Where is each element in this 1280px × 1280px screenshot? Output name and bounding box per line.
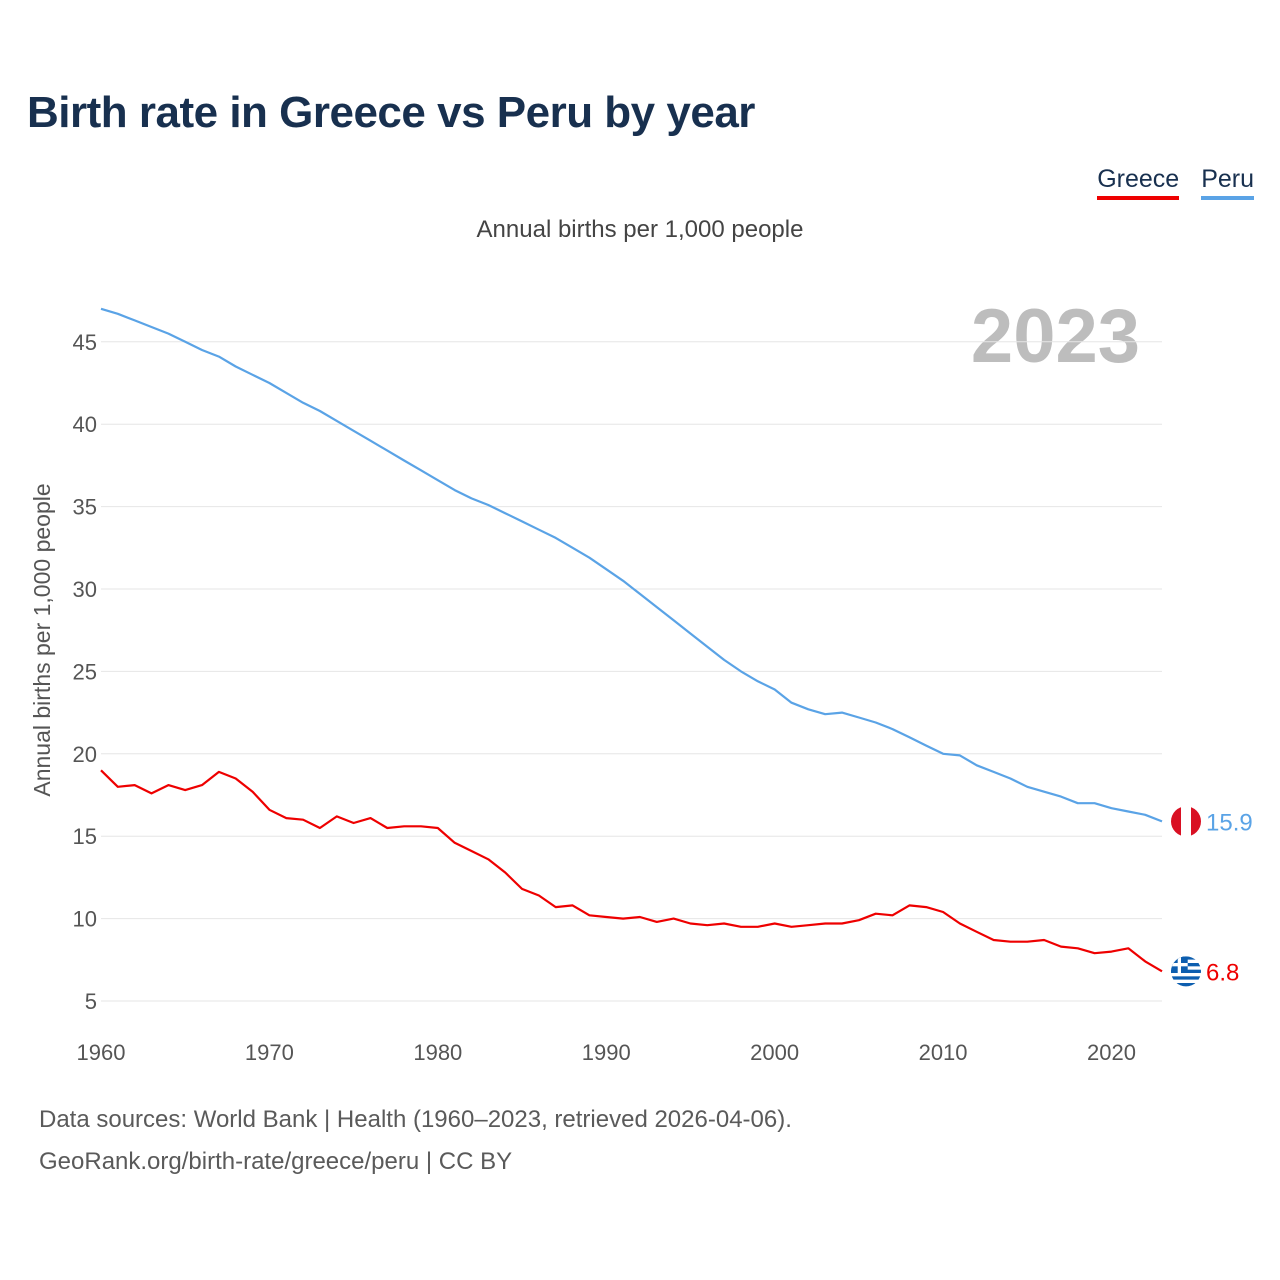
legend: Greece Peru [1097,165,1254,200]
y-tick-label: 25 [73,659,97,684]
line-chart: 2023 5 10 15 20 25 30 35 40 45 1960 1970 1980 1990 200… [29,294,1253,1065]
x-tick-label: 1990 [582,1040,631,1065]
source-link[interactable]: GeoRank.org/birth-rate/greece/peru | CC … [39,1148,513,1175]
end-label-greece: 6.8 [1206,959,1239,986]
x-tick-label: 1980 [413,1040,462,1065]
greece-flag-icon [1171,956,1201,987]
chart-subtitle: Annual births per 1,000 people [476,216,804,243]
end-label-peru: 15.9 [1206,809,1253,836]
y-tick-label: 30 [73,577,97,602]
data-source-note: Data sources: World Bank | Health (1960–… [39,1106,792,1133]
y-tick-label: 5 [85,989,97,1014]
peru-flag-icon [1171,806,1201,837]
legend-item-peru[interactable]: Peru [1201,165,1254,200]
y-axis-title: Annual births per 1,000 people [29,483,55,796]
legend-item-greece[interactable]: Greece [1097,165,1180,200]
x-tick-label: 2020 [1087,1040,1136,1065]
series-line-greece[interactable] [100,769,1163,973]
y-tick-label: 15 [73,824,97,849]
chart-title: Birth rate in Greece vs Peru by year [27,88,755,137]
series-line-peru[interactable] [100,307,1163,823]
y-tick-label: 10 [73,907,97,932]
y-tick-label: 35 [73,495,97,520]
year-watermark: 2023 [971,294,1140,379]
x-tick-label: 1970 [245,1040,294,1065]
x-tick-label: 2010 [919,1040,968,1065]
x-tick-label: 1960 [77,1040,126,1065]
y-tick-label: 45 [73,330,97,355]
y-tick-label: 20 [73,742,97,767]
y-tick-label: 40 [73,412,97,437]
x-tick-label: 2000 [750,1040,799,1065]
